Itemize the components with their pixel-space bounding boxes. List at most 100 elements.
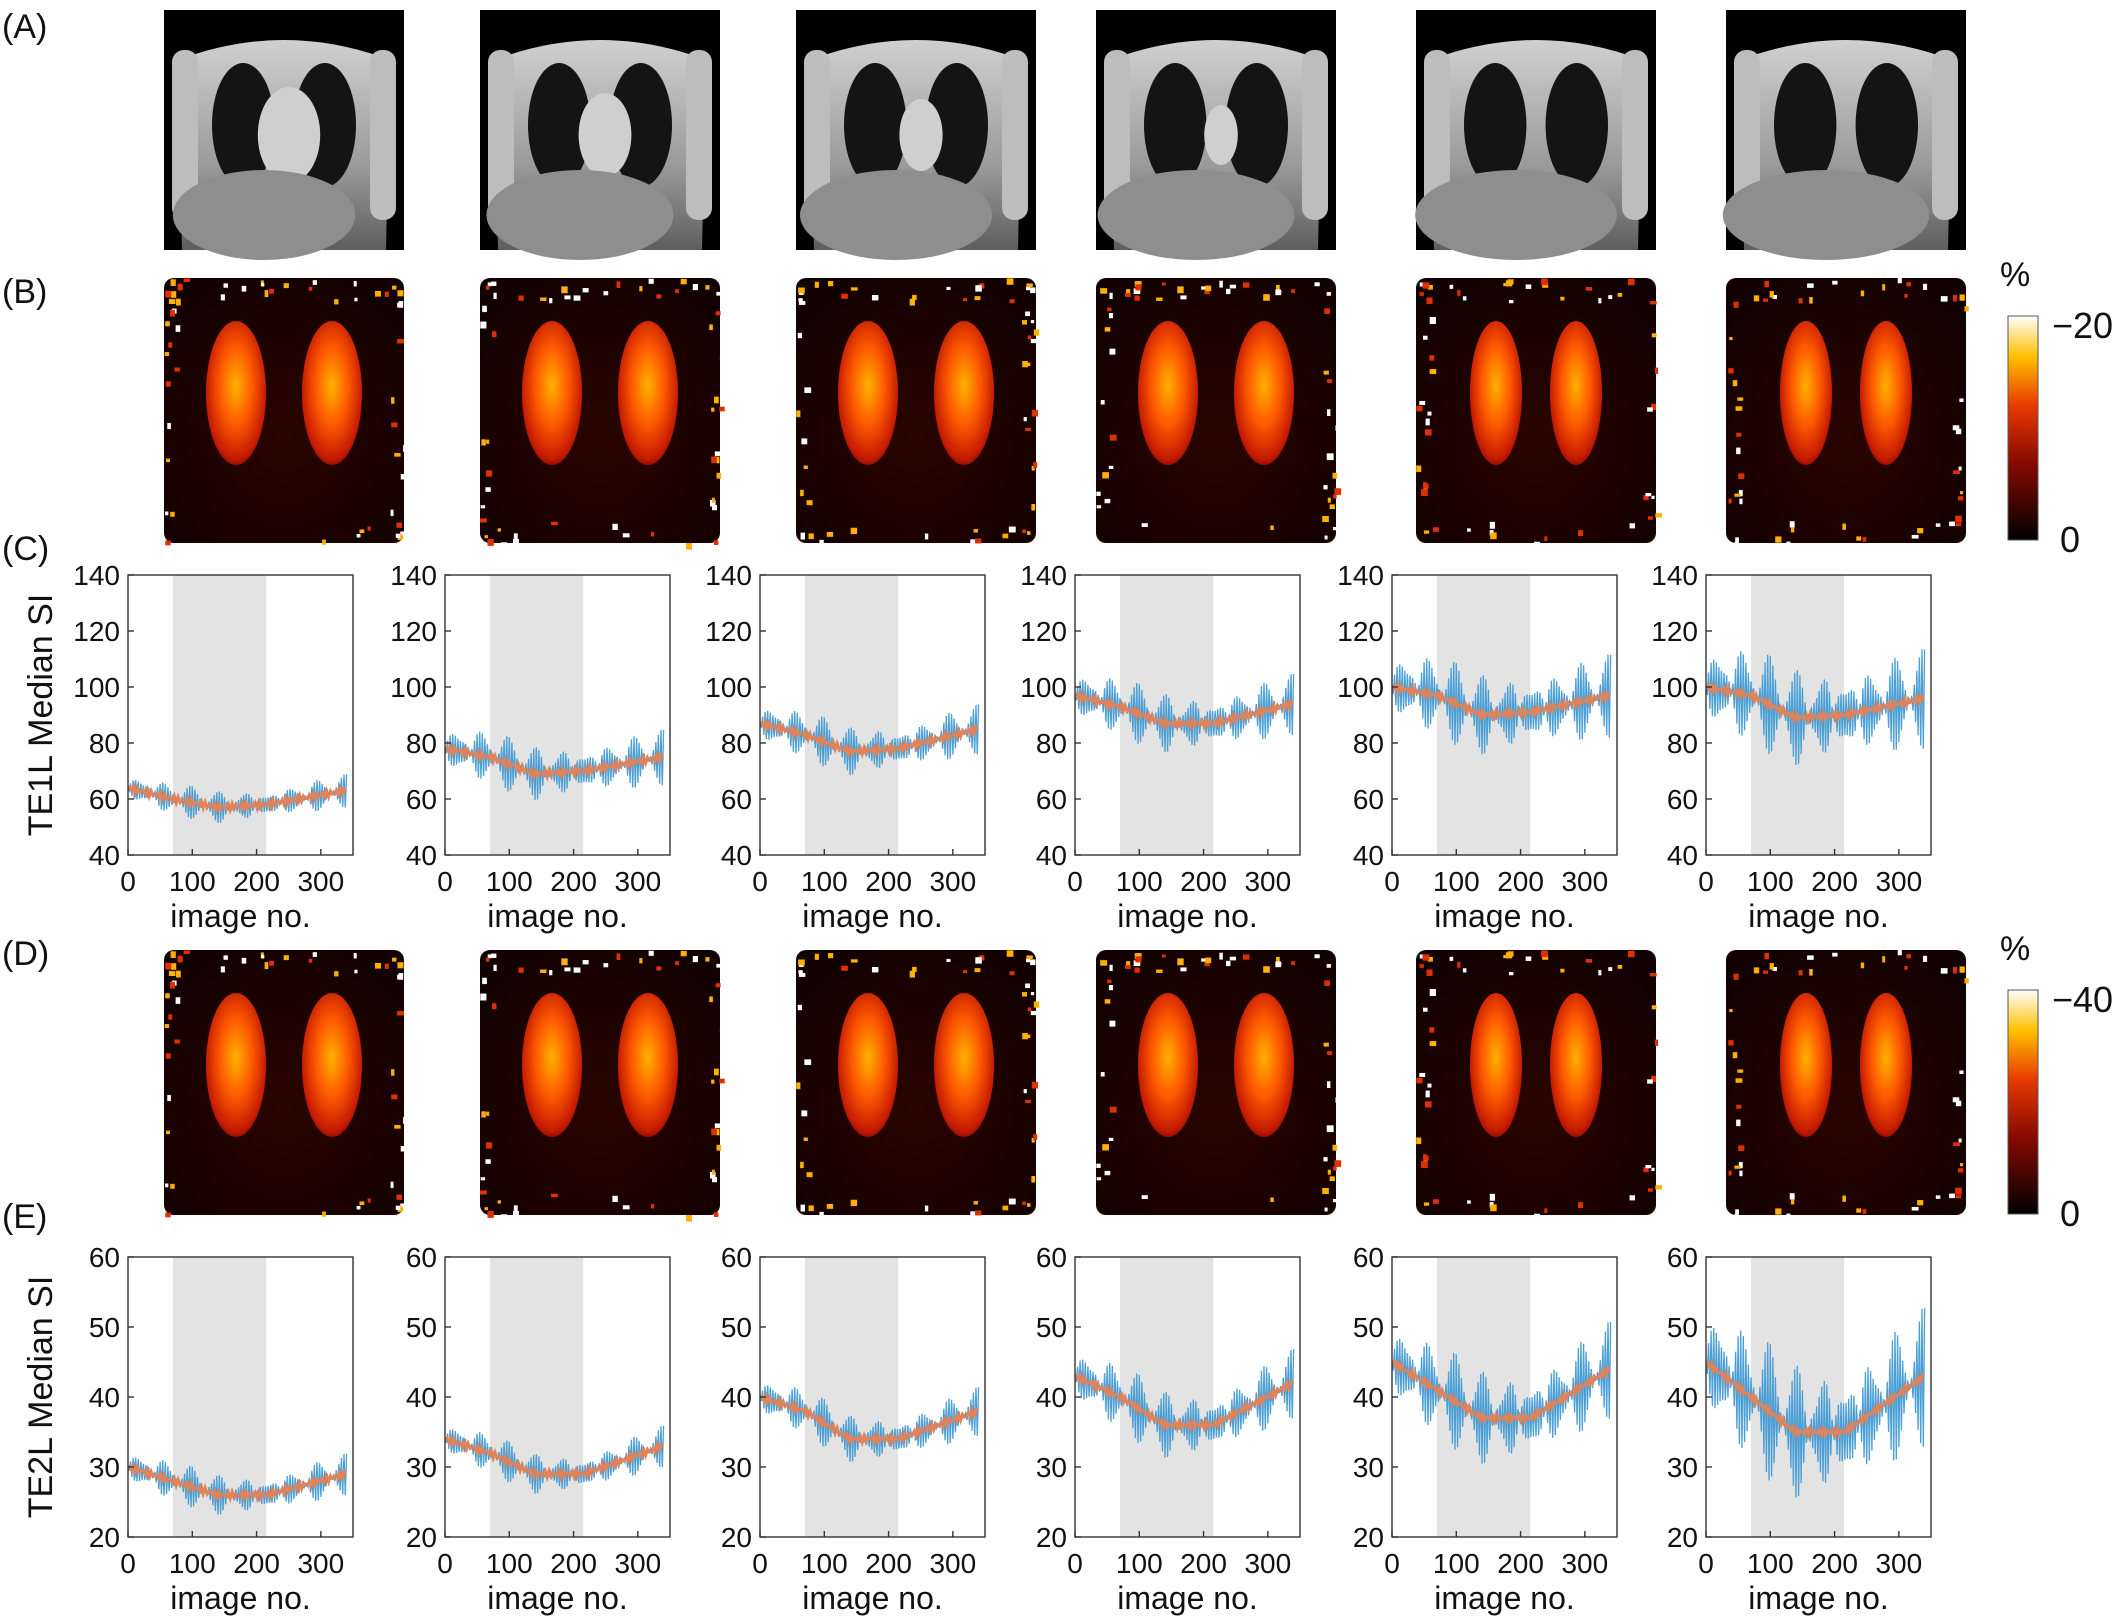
y-tick-label: 60	[89, 1242, 120, 1273]
y-tick-label: 100	[73, 672, 120, 703]
y-tick-label: 60	[1667, 784, 1698, 815]
ventilation-map	[164, 278, 408, 546]
x-axis-label: image no.	[1117, 898, 1258, 934]
ventilation-map	[1416, 950, 1662, 1221]
smoothed-signal-line	[1391, 679, 1612, 724]
y-axis-label: TE2L Median SI	[22, 1276, 60, 1519]
y-tick-label: 80	[406, 728, 437, 759]
y-tick-label: 50	[1667, 1312, 1698, 1343]
x-tick-label: 200	[865, 1548, 912, 1579]
y-tick-label: 50	[89, 1312, 120, 1343]
smoothed-signal-line	[1705, 1358, 1926, 1441]
x-tick-label: 100	[801, 1548, 848, 1579]
panel-label-c: (C)	[2, 530, 49, 568]
shaded-window	[490, 1257, 584, 1537]
raw-signal-line	[1074, 673, 1295, 753]
y-tick-label: 120	[705, 616, 752, 647]
y-tick-label: 60	[1036, 1242, 1067, 1273]
y-tick-label: 40	[406, 1382, 437, 1413]
y-tick-label: 40	[1667, 1382, 1698, 1413]
ventilation-map	[164, 950, 408, 1218]
x-tick-label: 200	[233, 1548, 280, 1579]
y-tick-label: 60	[721, 1242, 752, 1273]
x-tick-label: 200	[865, 866, 912, 897]
y-tick-label: 140	[390, 560, 437, 591]
y-tick-label: 80	[1667, 728, 1698, 759]
axes-frame	[127, 574, 354, 856]
y-tick-label: 60	[1036, 784, 1067, 815]
x-tick-label: 300	[929, 1548, 976, 1579]
y-tick-label: 40	[1036, 1382, 1067, 1413]
shaded-window	[805, 575, 899, 855]
x-axis-label: image no.	[170, 898, 311, 934]
y-tick-label: 120	[73, 616, 120, 647]
ventilation-map	[1096, 278, 1342, 543]
y-tick-label: 100	[705, 672, 752, 703]
y-tick-label: 80	[721, 728, 752, 759]
x-tick-label: 100	[169, 866, 216, 897]
y-tick-label: 120	[1651, 616, 1698, 647]
x-axis-label: image no.	[170, 1580, 311, 1616]
x-tick-label: 0	[437, 1548, 453, 1579]
x-tick-label: 300	[614, 866, 661, 897]
y-tick-label: 120	[1337, 616, 1384, 647]
x-tick-label: 0	[1384, 866, 1400, 897]
panel-label-b: (B)	[2, 273, 47, 311]
x-tick-label: 0	[1067, 1548, 1083, 1579]
x-tick-label: 0	[752, 1548, 768, 1579]
axes-frame	[444, 574, 671, 856]
y-tick-label: 40	[721, 1382, 752, 1413]
x-tick-label: 300	[1875, 866, 1922, 897]
x-tick-label: 0	[1698, 866, 1714, 897]
x-axis-label: image no.	[802, 1580, 943, 1616]
y-tick-label: 40	[1353, 1382, 1384, 1413]
x-axis-label: image no.	[487, 1580, 628, 1616]
y-tick-label: 30	[89, 1452, 120, 1483]
raw-signal-line	[1391, 1321, 1612, 1464]
raw-signal-line	[444, 1425, 665, 1494]
y-tick-label: 50	[1353, 1312, 1384, 1343]
x-tick-label: 300	[1875, 1548, 1922, 1579]
x-tick-label: 200	[1180, 866, 1227, 897]
y-tick-label: 50	[1036, 1312, 1067, 1343]
colorbar-unit: %	[2000, 256, 2030, 294]
ventilation-map	[1416, 278, 1662, 549]
y-tick-label: 30	[1036, 1452, 1067, 1483]
x-tick-label: 200	[1811, 866, 1858, 897]
y-tick-label: 30	[406, 1452, 437, 1483]
mri-image	[796, 10, 1036, 260]
y-tick-label: 60	[406, 1242, 437, 1273]
y-tick-label: 50	[406, 1312, 437, 1343]
y-tick-label: 80	[1353, 728, 1384, 759]
x-axis-label: image no.	[1748, 898, 1889, 934]
x-tick-label: 200	[1497, 866, 1544, 897]
y-tick-label: 100	[390, 672, 437, 703]
y-tick-label: 100	[1651, 672, 1698, 703]
ventilation-map	[1726, 950, 1969, 1220]
x-tick-label: 200	[233, 866, 280, 897]
colorbar-gradient	[2007, 989, 2039, 1215]
x-tick-label: 300	[614, 1548, 661, 1579]
x-tick-label: 100	[486, 866, 533, 897]
x-tick-label: 0	[752, 866, 768, 897]
x-tick-label: 0	[120, 866, 136, 897]
smoothed-signal-line	[759, 716, 980, 760]
y-tick-label: 30	[1353, 1452, 1384, 1483]
smoothed-signal-line	[444, 741, 665, 783]
x-tick-label: 0	[1698, 1548, 1714, 1579]
y-tick-label: 140	[1020, 560, 1067, 591]
x-tick-label: 100	[1747, 1548, 1794, 1579]
y-tick-label: 120	[1020, 616, 1067, 647]
x-tick-label: 300	[1244, 866, 1291, 897]
x-tick-label: 100	[1433, 866, 1480, 897]
x-axis-label: image no.	[487, 898, 628, 934]
x-tick-label: 300	[929, 866, 976, 897]
panel-label-a: (A)	[2, 8, 47, 46]
x-tick-label: 100	[169, 1548, 216, 1579]
raw-signal-line	[1074, 1349, 1295, 1458]
x-tick-label: 100	[1116, 866, 1163, 897]
colorbar-gradient	[2007, 315, 2039, 541]
